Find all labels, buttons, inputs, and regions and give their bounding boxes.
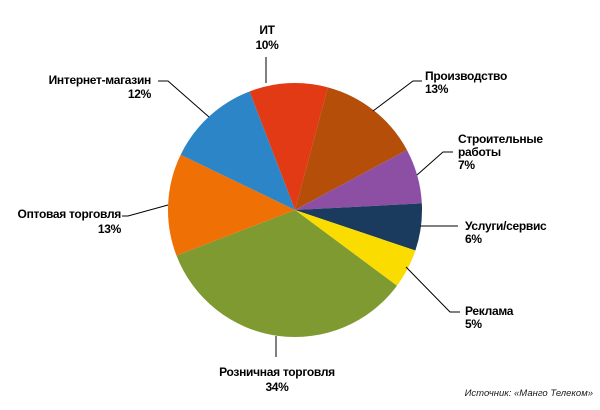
slice-label-7: Оптовая торговля 13% <box>18 207 122 236</box>
pie-slice-2 <box>295 87 407 210</box>
slice-label-5: Реклама 5% <box>465 304 514 331</box>
source-note: Источник: «Манго Телеком» <box>464 388 593 399</box>
pie-slice-7 <box>168 154 295 256</box>
slice-label-1: ИТ 10% <box>255 23 279 52</box>
slice-label-3: Строительные работы 7% <box>458 132 543 172</box>
slice-label-2: Производство 13% <box>425 69 507 96</box>
leader-line-5 <box>405 266 460 313</box>
pie-slice-1 <box>249 83 328 210</box>
leader-line-3 <box>416 151 453 176</box>
slice-label-8: Интернет-магазин 12% <box>49 73 152 101</box>
pie-slice-3 <box>295 149 422 210</box>
leader-line-8 <box>158 80 210 118</box>
pie-slice-8 <box>180 91 295 210</box>
pie-slice-6 <box>176 210 397 337</box>
leader-line-2 <box>372 80 422 112</box>
leader-line-7 <box>122 204 169 217</box>
pie-slice-5 <box>295 210 416 286</box>
pie-slice-4 <box>295 203 423 251</box>
slice-label-4: Услуги/сервис 6% <box>465 219 547 246</box>
slice-label-6: Розничная торговля 34% <box>219 365 335 394</box>
